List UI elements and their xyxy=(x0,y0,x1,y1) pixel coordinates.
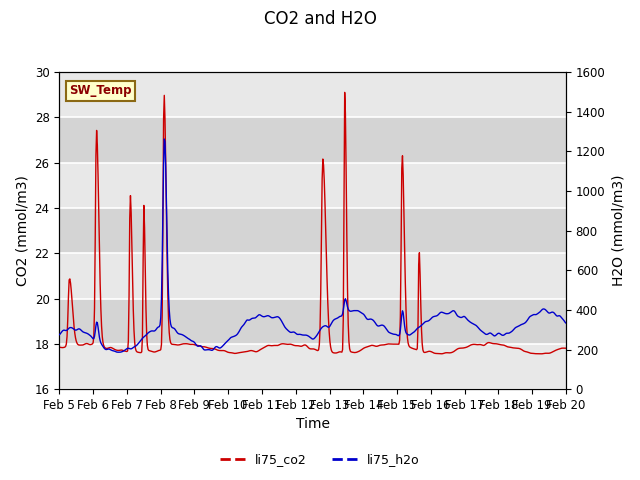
li75_h2o xyxy=(170,325,177,331)
Bar xyxy=(60,253,566,299)
li75_co2 xyxy=(374,343,382,348)
Bar xyxy=(60,118,566,163)
Bar xyxy=(60,299,566,344)
li75_h2o xyxy=(118,349,125,355)
Text: CO2 and H2O: CO2 and H2O xyxy=(264,10,376,28)
li75_h2o xyxy=(390,331,398,337)
li75_h2o xyxy=(196,343,204,348)
Text: SW_Temp: SW_Temp xyxy=(69,84,132,97)
li75_h2o xyxy=(562,320,570,326)
Bar xyxy=(60,72,566,118)
Bar xyxy=(60,163,566,208)
X-axis label: Time: Time xyxy=(296,418,330,432)
Bar xyxy=(60,208,566,253)
li75_co2 xyxy=(65,294,72,300)
li75_co2 xyxy=(195,343,203,348)
li75_h2o xyxy=(115,349,122,355)
Legend: li75_co2, li75_h2o: li75_co2, li75_h2o xyxy=(215,448,425,471)
li75_co2 xyxy=(538,351,545,357)
li75_h2o xyxy=(161,136,168,142)
li75_co2 xyxy=(390,341,397,347)
li75_h2o xyxy=(56,332,63,337)
Y-axis label: H2O (mmol/m3): H2O (mmol/m3) xyxy=(611,175,625,287)
Line: li75_co2: li75_co2 xyxy=(60,92,566,354)
Bar xyxy=(60,344,566,389)
li75_co2 xyxy=(562,345,570,351)
li75_co2 xyxy=(341,89,349,95)
li75_co2 xyxy=(56,344,63,350)
li75_h2o xyxy=(65,326,72,332)
li75_co2 xyxy=(168,341,176,347)
Y-axis label: CO2 (mmol/m3): CO2 (mmol/m3) xyxy=(15,175,29,286)
li75_co2 xyxy=(116,347,124,353)
Line: li75_h2o: li75_h2o xyxy=(60,139,566,352)
li75_h2o xyxy=(376,323,383,329)
